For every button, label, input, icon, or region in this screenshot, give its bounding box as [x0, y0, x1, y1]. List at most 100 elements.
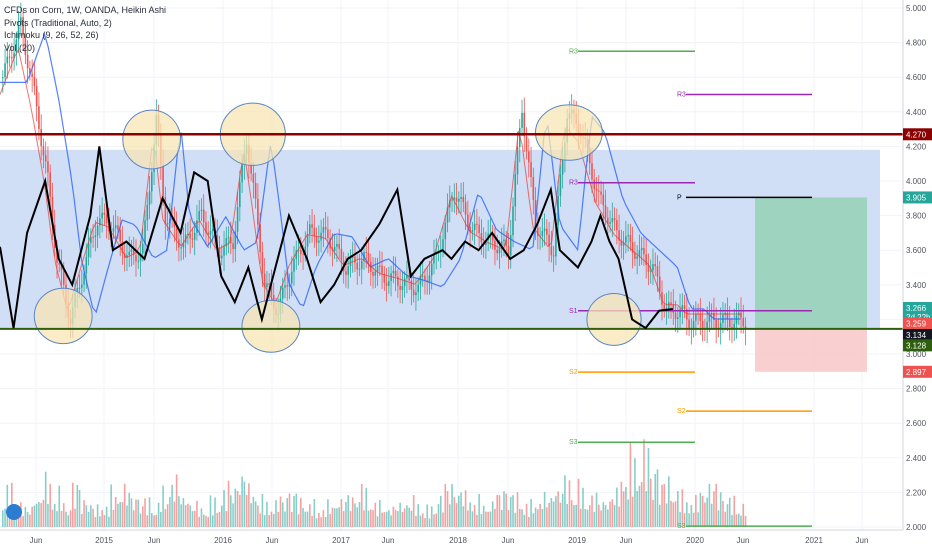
- price-badge-label: 3.259: [906, 320, 927, 329]
- candle-body: [345, 271, 347, 275]
- volume-bar: [286, 498, 289, 527]
- volume-bar: [566, 504, 568, 527]
- volume-bar: [257, 505, 259, 527]
- candle-body: [81, 284, 83, 288]
- volume-bar: [435, 513, 438, 527]
- volume-bar: [695, 494, 697, 527]
- volume-bar: [333, 508, 336, 527]
- candle-body: [227, 237, 230, 239]
- volume-bar: [302, 508, 304, 527]
- volume-bar: [275, 500, 277, 527]
- time-tick-label: 2016: [214, 536, 232, 545]
- volume-bar: [424, 518, 426, 527]
- volume-bar: [250, 503, 252, 527]
- volume-bar: [449, 504, 451, 527]
- volume-bar: [455, 503, 458, 527]
- volume-indicator-label[interactable]: Vol (20): [4, 42, 36, 53]
- volume-bar: [728, 497, 731, 527]
- volume-bar: [211, 515, 214, 527]
- candle-body: [223, 246, 225, 256]
- volume-bar: [67, 515, 70, 527]
- volume-bar: [290, 511, 293, 527]
- candle-body: [358, 268, 361, 270]
- base-line: [0, 32, 741, 320]
- time-axis[interactable]: Jun 2015 Jun 2016 Jun 2017 Jun 2018 Jun 2019 Jun 20…: [30, 536, 869, 545]
- candle-body: [351, 256, 354, 258]
- volume-bar: [616, 487, 618, 527]
- volume-bar: [699, 492, 702, 527]
- symbol-title[interactable]: CFDs on Corn, 1W, OANDA, Heikin Ashi: [4, 5, 167, 15]
- candle-body: [92, 237, 94, 239]
- candle-body: [336, 243, 338, 247]
- candle-body: [99, 218, 101, 226]
- volume-bar: [62, 503, 65, 527]
- volume-bar: [674, 501, 677, 527]
- candle-body: [550, 246, 553, 256]
- volume-bar: [311, 516, 313, 527]
- candle-body: [266, 283, 268, 288]
- volume-bar: [268, 515, 270, 527]
- volume-bar: [295, 493, 298, 527]
- volume-bar: [406, 505, 408, 527]
- volume-bar: [464, 490, 467, 527]
- candle-body: [532, 176, 535, 201]
- candle-body: [446, 207, 449, 223]
- candle-body: [209, 231, 212, 235]
- candle-body: [602, 194, 605, 206]
- candle-body: [503, 239, 505, 242]
- volume-bar: [713, 491, 715, 527]
- candle-body: [735, 315, 738, 324]
- candle-body: [485, 240, 487, 246]
- volume-bar: [322, 510, 325, 527]
- volume-bar: [654, 474, 657, 527]
- candle-body: [164, 197, 167, 225]
- volume-bar: [331, 507, 334, 527]
- volume-bar: [184, 505, 187, 527]
- volume-bar: [193, 510, 196, 527]
- volume-bar: [640, 482, 643, 527]
- candle-body: [403, 278, 406, 287]
- highlight-ellipse: [122, 109, 182, 170]
- volume-bar: [550, 498, 553, 527]
- volume-bar: [2, 510, 4, 527]
- candle-body: [742, 317, 745, 327]
- candle-body: [521, 112, 523, 128]
- candle-body: [433, 254, 435, 264]
- candle-body: [78, 287, 81, 289]
- time-tick-label: Jun: [856, 536, 869, 545]
- candle-body: [180, 247, 182, 249]
- volume-bar: [412, 494, 415, 527]
- candle-body: [150, 172, 153, 192]
- candle-body: [631, 242, 634, 253]
- candle-body: [534, 200, 537, 228]
- volume-bar: [182, 498, 185, 527]
- ichimoku-indicator-label[interactable]: Ichimoku (9, 26, 52, 26): [4, 30, 99, 40]
- candle-body: [514, 174, 517, 207]
- volume-bar: [410, 510, 413, 527]
- volume-bar: [225, 511, 228, 527]
- time-tick-label: 2017: [332, 536, 350, 545]
- candle-body: [561, 159, 564, 175]
- candle-body: [284, 285, 286, 288]
- candle-body: [60, 264, 63, 271]
- volume-bar: [205, 515, 207, 527]
- price-tick-label: 4.800: [906, 39, 927, 48]
- volume-bar: [579, 508, 582, 527]
- volume-bar: [108, 516, 110, 527]
- volume-bar: [735, 514, 738, 527]
- volume-bar: [708, 483, 711, 527]
- candle-body: [132, 249, 135, 255]
- volume-bar: [173, 501, 176, 527]
- volume-bar: [360, 483, 363, 527]
- candle-body: [652, 264, 654, 271]
- pivots-indicator-label[interactable]: Pivots (Traditional, Auto, 2): [4, 17, 112, 28]
- candle-body: [13, 52, 15, 59]
- pivot-label: S3: [569, 439, 578, 446]
- target-box: [755, 197, 867, 329]
- time-tick-label: 2020: [686, 536, 704, 545]
- tradingview-logo-icon[interactable]: [6, 504, 22, 520]
- volume-bar: [561, 493, 564, 527]
- volume-bar: [607, 509, 609, 527]
- pivot-label: R3: [677, 92, 686, 99]
